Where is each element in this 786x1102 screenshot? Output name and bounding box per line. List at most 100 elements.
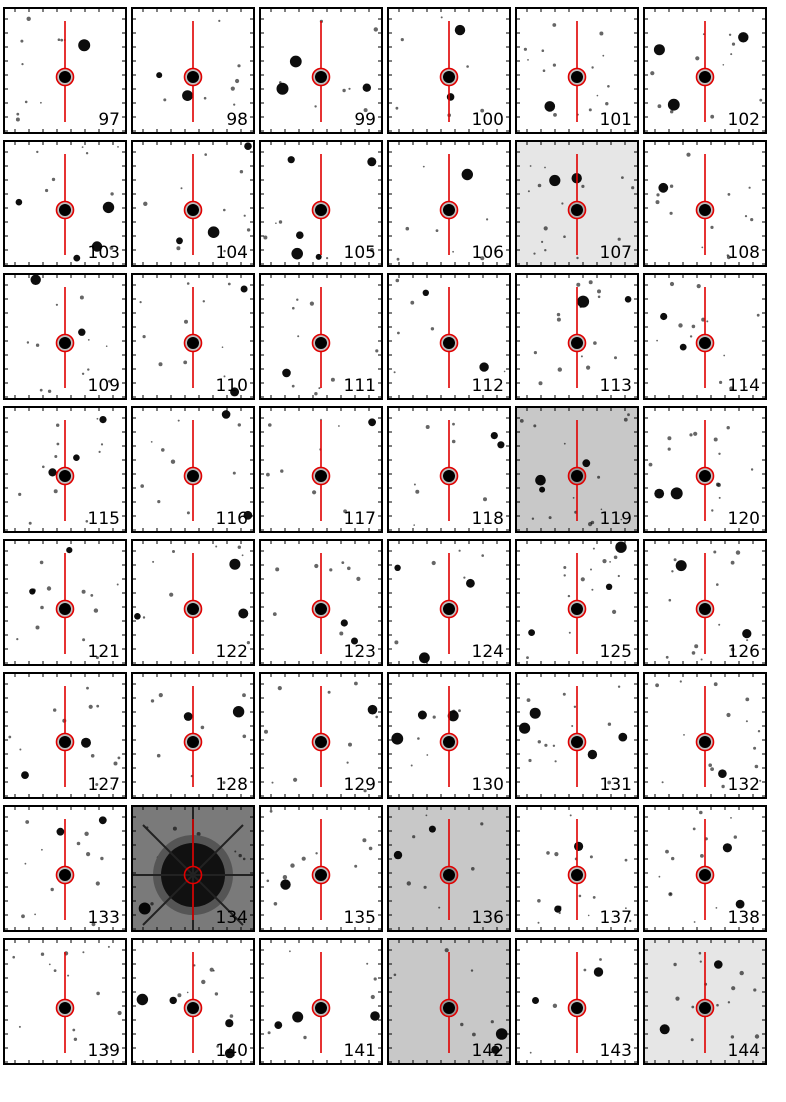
- target-marker: [183, 819, 203, 920]
- finder-panel: 133: [3, 805, 127, 932]
- finder-panel: 136: [387, 805, 511, 932]
- panel-number: 142: [471, 1041, 504, 1061]
- panel-number: 108: [727, 243, 760, 263]
- target-marker: [311, 553, 331, 654]
- target-marker: [567, 420, 587, 521]
- panel-number: 124: [471, 642, 504, 662]
- panel-number: 123: [343, 642, 376, 662]
- target-marker: [695, 21, 715, 122]
- panel-number: 116: [215, 509, 248, 529]
- target-marker: [439, 21, 459, 122]
- target-marker: [567, 553, 587, 654]
- star-field: [517, 142, 637, 265]
- star-field: [645, 9, 765, 132]
- finder-panel: 130: [387, 672, 511, 799]
- star-field: [645, 408, 765, 531]
- star-field: [133, 541, 253, 664]
- star-field: [517, 674, 637, 797]
- panel-number: 102: [727, 110, 760, 130]
- panel-number: 114: [727, 376, 760, 396]
- star-field: [5, 408, 125, 531]
- star-field: [517, 541, 637, 664]
- finder-panel: 119: [515, 406, 639, 533]
- panel-number: 106: [471, 243, 504, 263]
- panel-number: 134: [215, 908, 248, 928]
- finder-panel: 128: [131, 672, 255, 799]
- finder-panel: 142: [387, 938, 511, 1065]
- target-marker: [183, 21, 203, 122]
- target-marker: [695, 819, 715, 920]
- panel-number: 129: [343, 775, 376, 795]
- target-marker: [183, 287, 203, 388]
- target-marker: [695, 154, 715, 255]
- star-field: [261, 9, 381, 132]
- star-field: [389, 541, 509, 664]
- panel-number: 117: [343, 509, 376, 529]
- target-marker: [439, 553, 459, 654]
- finder-panel: 120: [643, 406, 767, 533]
- star-field: [517, 807, 637, 930]
- finder-panel: 107: [515, 140, 639, 267]
- finder-panel: 112: [387, 273, 511, 400]
- star-field: [261, 541, 381, 664]
- finder-panel: 102: [643, 7, 767, 134]
- panel-number: 98: [226, 110, 248, 130]
- panel-number: 136: [471, 908, 504, 928]
- panel-number: 127: [87, 775, 120, 795]
- panel-number: 132: [727, 775, 760, 795]
- target-marker: [439, 287, 459, 388]
- panel-number: 118: [471, 509, 504, 529]
- star-field: [5, 9, 125, 132]
- panel-number: 140: [215, 1041, 248, 1061]
- star-field: [517, 275, 637, 398]
- star-field: [389, 408, 509, 531]
- star-field: [517, 9, 637, 132]
- target-marker: [695, 686, 715, 787]
- star-field: [5, 275, 125, 398]
- finder-panel: 108: [643, 140, 767, 267]
- target-marker: [55, 819, 75, 920]
- panel-number: 107: [599, 243, 632, 263]
- panel-number: 122: [215, 642, 248, 662]
- target-marker: [183, 553, 203, 654]
- panel-number: 141: [343, 1041, 376, 1061]
- finder-panel: 97: [3, 7, 127, 134]
- finder-panel: 138: [643, 805, 767, 932]
- panel-number: 125: [599, 642, 632, 662]
- panel-number: 111: [343, 376, 376, 396]
- star-field: [133, 674, 253, 797]
- panel-number: 137: [599, 908, 632, 928]
- panel-number: 113: [599, 376, 632, 396]
- finder-panel: 116: [131, 406, 255, 533]
- target-marker: [695, 420, 715, 521]
- target-marker: [183, 420, 203, 521]
- panel-number: 120: [727, 509, 760, 529]
- star-field: [5, 541, 125, 664]
- target-marker: [695, 287, 715, 388]
- star-field: [261, 940, 381, 1063]
- target-marker: [567, 686, 587, 787]
- finder-panel: 122: [131, 539, 255, 666]
- star-field: [389, 807, 509, 930]
- star-field: [261, 275, 381, 398]
- target-marker: [439, 819, 459, 920]
- star-field: [389, 674, 509, 797]
- finder-panel: 117: [259, 406, 383, 533]
- target-marker: [55, 154, 75, 255]
- panel-number: 97: [98, 110, 120, 130]
- panel-number: 139: [87, 1041, 120, 1061]
- finder-panel: 129: [259, 672, 383, 799]
- target-marker: [439, 420, 459, 521]
- panel-number: 119: [599, 509, 632, 529]
- panel-number: 131: [599, 775, 632, 795]
- finder-panel: 123: [259, 539, 383, 666]
- target-marker: [695, 553, 715, 654]
- finder-panel: 106: [387, 140, 511, 267]
- star-field: [261, 408, 381, 531]
- finder-panel: 103: [3, 140, 127, 267]
- target-marker: [567, 154, 587, 255]
- target-marker: [311, 686, 331, 787]
- panel-number: 143: [599, 1041, 632, 1061]
- panel-number: 138: [727, 908, 760, 928]
